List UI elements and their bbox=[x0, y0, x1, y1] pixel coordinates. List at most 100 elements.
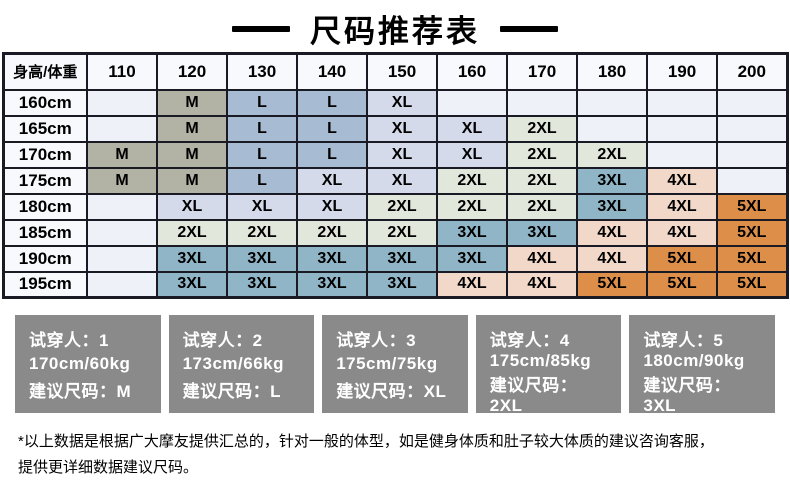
size-cell: 2XL bbox=[506, 166, 578, 195]
size-cell: 3XL bbox=[296, 270, 368, 299]
size-cell: 3XL bbox=[436, 244, 508, 273]
table-row: 190cm 3XL 3XL 3XL 3XL 3XL 4XL 4XL 5XL 5XL bbox=[2, 244, 788, 273]
size-cell: M bbox=[86, 140, 158, 169]
size-cell: XL bbox=[156, 192, 228, 221]
empty-cell bbox=[86, 88, 158, 117]
size-cell: XL bbox=[366, 166, 438, 195]
size-cell: XL bbox=[296, 192, 368, 221]
weight-header: 170 bbox=[506, 52, 578, 91]
empty-cell bbox=[716, 166, 788, 195]
empty-cell bbox=[716, 114, 788, 143]
fitter-suggested-size: 建议尺码：XL bbox=[336, 382, 447, 401]
fitter-suggested-size: 建议尺码：3XL bbox=[643, 376, 731, 415]
size-cell: M bbox=[156, 166, 228, 195]
size-cell: 4XL bbox=[646, 218, 718, 247]
page-title: 尺码推荐表 bbox=[310, 14, 480, 49]
fitter-boxes-row: 试穿人：1 170cm/60kg 建议尺码：M 试穿人：2 173cm/66kg 建议尺码… bbox=[15, 315, 775, 415]
weight-header: 150 bbox=[366, 52, 438, 91]
page-title-row: 尺码推荐表 bbox=[0, 0, 790, 49]
size-cell: XL bbox=[366, 88, 438, 117]
size-cell: 3XL bbox=[506, 218, 578, 247]
fitter-box: 试穿人：4 175cm/85kg 建议尺码：2XL bbox=[475, 315, 622, 415]
fitter-box: 试穿人：1 170cm/60kg 建议尺码：M bbox=[15, 315, 161, 413]
height-label: 160cm bbox=[2, 88, 88, 117]
size-cell: 3XL bbox=[156, 270, 228, 299]
size-cell: 4XL bbox=[506, 270, 578, 299]
empty-cell bbox=[576, 114, 648, 143]
footnote-line-2: 提供更详细数据建议尺码。 bbox=[18, 458, 199, 476]
fitter-person: 试穿人：1 bbox=[29, 331, 109, 350]
fitter-stats: 175cm/75kg bbox=[336, 354, 438, 373]
size-cell: L bbox=[226, 88, 298, 117]
fitter-stats: 180cm/90kg bbox=[643, 351, 745, 370]
size-cell: 2XL bbox=[366, 192, 438, 221]
table-row: 175cm M M L XL XL 2XL 2XL 3XL 4XL bbox=[2, 166, 788, 195]
height-label: 165cm bbox=[2, 114, 88, 143]
size-cell: 3XL bbox=[366, 270, 438, 299]
empty-cell bbox=[86, 114, 158, 143]
weight-header: 110 bbox=[86, 52, 158, 91]
fitter-box: 试穿人：3 175cm/75kg 建议尺码：XL bbox=[322, 315, 468, 413]
size-cell: 4XL bbox=[646, 166, 718, 195]
empty-cell bbox=[646, 114, 718, 143]
empty-cell bbox=[716, 140, 788, 169]
empty-cell bbox=[576, 88, 648, 117]
table-row: 170cm M M L L XL XL 2XL 2XL bbox=[2, 140, 788, 169]
empty-cell bbox=[646, 140, 718, 169]
size-cell: XL bbox=[436, 140, 508, 169]
height-label: 185cm bbox=[2, 218, 88, 247]
weight-header: 180 bbox=[576, 52, 648, 91]
fitter-stats: 175cm/85kg bbox=[489, 351, 592, 370]
size-cell: 4XL bbox=[436, 270, 508, 299]
footnote-line-1: *以上数据是根据广大摩友提供汇总的，针对一般的体型，如是健身体质和肚子较大体质的… bbox=[18, 433, 714, 450]
fitter-suggested-size: 建议尺码：M bbox=[29, 382, 132, 401]
size-cell: 2XL bbox=[436, 166, 508, 195]
empty-cell bbox=[86, 192, 158, 221]
fitter-stats: 170cm/60kg bbox=[29, 354, 131, 373]
size-cell: M bbox=[156, 114, 228, 143]
size-cell: 2XL bbox=[436, 192, 508, 221]
size-cell: 3XL bbox=[366, 244, 438, 273]
height-label: 180cm bbox=[2, 192, 88, 221]
size-cell: L bbox=[296, 114, 368, 143]
size-cell: 3XL bbox=[226, 270, 298, 299]
size-cell: 3XL bbox=[576, 166, 648, 195]
height-label: 175cm bbox=[2, 166, 88, 195]
weight-header: 190 bbox=[646, 52, 718, 91]
size-recommendation-table: 身高/体重 110 120 130 140 150 160 170 180 190 200 160c… bbox=[1, 52, 789, 299]
size-cell: 2XL bbox=[506, 114, 578, 143]
weight-header: 130 bbox=[226, 52, 298, 91]
size-cell: XL bbox=[226, 192, 298, 221]
size-cell: L bbox=[296, 88, 368, 117]
size-cell: 4XL bbox=[646, 192, 718, 221]
size-cell: 5XL bbox=[716, 244, 788, 273]
empty-cell bbox=[506, 88, 578, 117]
empty-cell bbox=[716, 88, 788, 117]
weight-header: 160 bbox=[436, 52, 508, 91]
size-cell: L bbox=[226, 140, 298, 169]
size-cell: M bbox=[86, 166, 158, 195]
fitter-suggested-size: 建议尺码：2XL bbox=[489, 376, 578, 415]
size-cell: 4XL bbox=[576, 244, 648, 273]
size-cell: 5XL bbox=[716, 270, 788, 299]
size-cell: 3XL bbox=[226, 244, 298, 273]
size-cell: 5XL bbox=[646, 244, 718, 273]
size-cell: XL bbox=[436, 114, 508, 143]
size-cell: M bbox=[156, 88, 228, 117]
empty-cell bbox=[86, 270, 158, 299]
size-cell: 2XL bbox=[576, 140, 648, 169]
table-row: 165cm M L L XL XL 2XL bbox=[2, 114, 788, 143]
height-label: 170cm bbox=[2, 140, 88, 169]
table-row: 185cm 2XL 2XL 2XL 2XL 3XL 3XL 4XL 4XL 5XL bbox=[2, 218, 788, 247]
fitter-person: 试穿人：3 bbox=[336, 331, 417, 350]
table-row: 195cm 3XL 3XL 3XL 3XL 4XL 4XL 5XL 5XL 5XL bbox=[2, 270, 788, 299]
table-header-row: 身高/体重 110 120 130 140 150 160 170 180 190 200 bbox=[2, 52, 788, 91]
height-label: 195cm bbox=[2, 270, 88, 299]
height-label: 190cm bbox=[2, 244, 88, 273]
size-cell: XL bbox=[296, 166, 368, 195]
size-cell: L bbox=[226, 114, 298, 143]
size-cell: 3XL bbox=[436, 218, 508, 247]
fitter-box: 试穿人：5 180cm/90kg 建议尺码：3XL bbox=[629, 315, 775, 415]
weight-header: 120 bbox=[156, 52, 228, 91]
